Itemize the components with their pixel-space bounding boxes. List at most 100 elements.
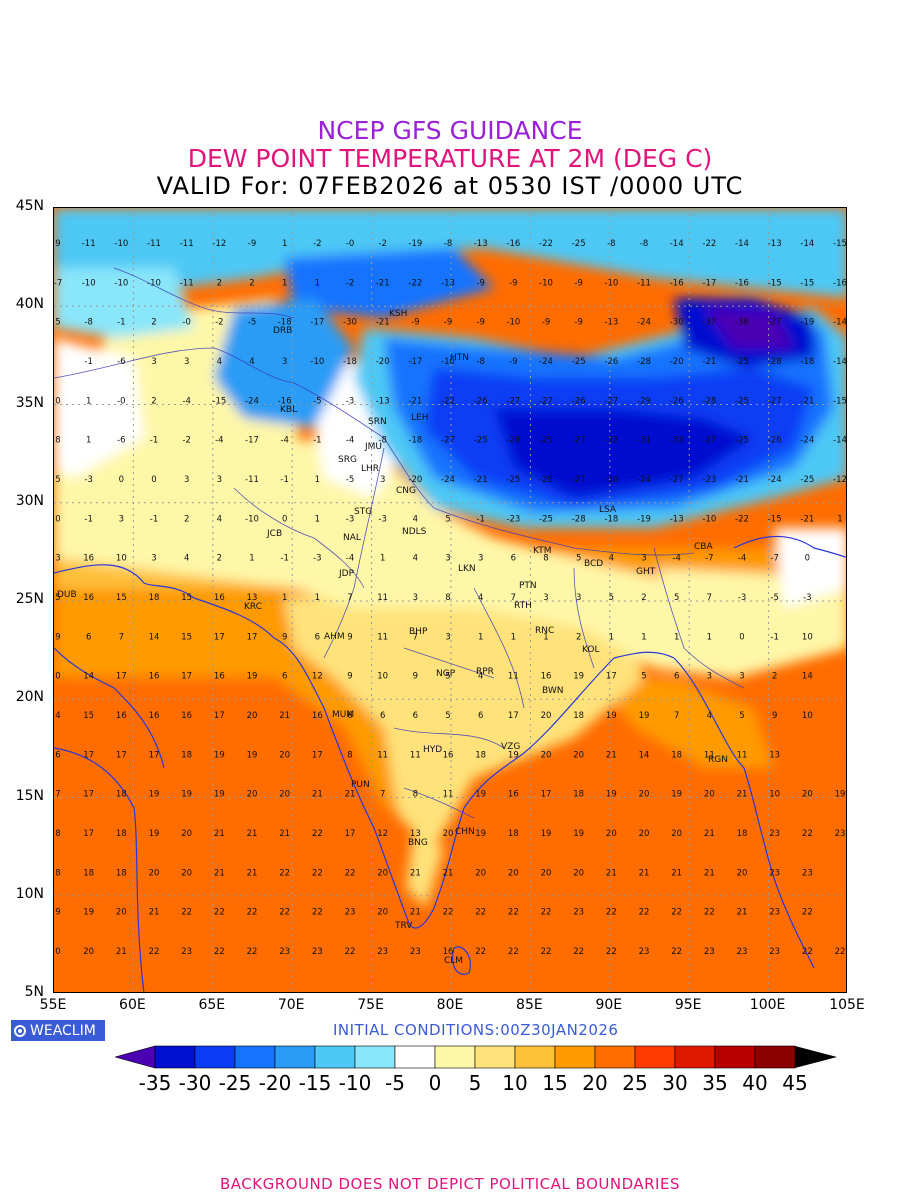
grid-value: -10 xyxy=(702,514,716,524)
city-label: HTN xyxy=(450,353,469,363)
grid-value: 19 xyxy=(606,790,617,800)
grid-value: -28 xyxy=(702,396,716,406)
grid-value: 11 xyxy=(508,672,519,682)
grid-value: -22 xyxy=(441,396,455,406)
grid-value: -25 xyxy=(572,239,586,249)
grid-value: 16 xyxy=(149,711,160,721)
grid-value: 16 xyxy=(83,554,94,564)
grid-value: 20 xyxy=(116,908,127,918)
lon-label: 75E xyxy=(357,997,384,1013)
grid-value: -9 xyxy=(574,278,582,288)
grid-value: 19 xyxy=(247,672,258,682)
colorbar-swatch xyxy=(354,1045,396,1069)
grid-value: -13 xyxy=(670,514,684,524)
grid-value: 5 xyxy=(445,514,450,524)
grid-value: 21 xyxy=(214,868,225,878)
grid-value: 19 xyxy=(508,750,519,760)
grid-value: -1 xyxy=(117,318,125,328)
lat-label: 20N xyxy=(15,689,44,706)
lon-label: 85E xyxy=(516,997,543,1013)
grid-value: -14 xyxy=(800,239,814,249)
grid-value: 16 xyxy=(312,711,323,721)
colorbar-swatch xyxy=(394,1045,436,1069)
grid-value: 3 xyxy=(282,357,287,367)
grid-value: 3 xyxy=(184,475,189,485)
grid-value: -18 xyxy=(343,357,357,367)
lon-label: 80E xyxy=(436,997,464,1013)
weaclim-logo: WEACLIM xyxy=(11,1020,105,1041)
grid-value: -11 xyxy=(180,278,194,288)
city-label: AHM xyxy=(324,632,345,642)
grid-value: -16 xyxy=(670,278,684,288)
grid-value: -22 xyxy=(702,239,716,249)
grid-value: -27 xyxy=(768,318,782,328)
grid-value: -27 xyxy=(506,396,520,406)
grid-value: 0 xyxy=(739,632,744,642)
grid-value: 22 xyxy=(541,947,552,957)
grid-value: -11 xyxy=(637,278,651,288)
grid-value: -8 xyxy=(607,239,615,249)
grid-value: 22 xyxy=(802,947,813,957)
grid-value: 6 xyxy=(315,632,320,642)
grid-value: 21 xyxy=(279,829,290,839)
grid-value: 5 xyxy=(641,672,646,682)
logo-ring-icon xyxy=(14,1024,26,1037)
grid-value: 5 xyxy=(55,593,60,603)
grid-value: 0 xyxy=(119,475,124,485)
grid-value: 22 xyxy=(312,908,323,918)
grid-value: 6 xyxy=(55,750,60,760)
city-label: NDLS xyxy=(402,527,427,537)
grid-value: 23 xyxy=(802,868,813,878)
grid-value: 22 xyxy=(508,908,519,918)
grid-value: 9 xyxy=(347,632,352,642)
grid-value: -20 xyxy=(376,357,390,367)
grid-value: 21 xyxy=(606,868,617,878)
grid-value: 22 xyxy=(312,868,323,878)
city-label: RNC xyxy=(535,626,554,636)
grid-value: -2 xyxy=(215,318,223,328)
grid-value: 10 xyxy=(377,672,388,682)
grid-value: 13 xyxy=(247,593,258,603)
city-label: PUN xyxy=(351,780,370,790)
grid-value: -14 xyxy=(670,239,684,249)
grid-value: -9 xyxy=(542,318,550,328)
grid-value: 3 xyxy=(543,593,548,603)
grid-value: 3 xyxy=(55,554,60,564)
title-valid-time: VALID For: 07FEB2026 at 0530 IST /0000 U… xyxy=(156,172,744,200)
grid-value: 1 xyxy=(380,554,385,564)
grid-value: 19 xyxy=(606,711,617,721)
grid-value: 16 xyxy=(443,947,454,957)
grid-value: -26 xyxy=(670,396,684,406)
grid-value: -10 xyxy=(114,239,128,249)
grid-value: -4 xyxy=(346,554,354,564)
colorbar-label: 5 xyxy=(468,1071,482,1095)
grid-value: -7 xyxy=(705,554,713,564)
grid-value: 1 xyxy=(315,514,320,524)
grid-value: -1 xyxy=(313,436,321,446)
grid-value: -19 xyxy=(637,514,651,524)
colorbar-swatch xyxy=(674,1045,716,1069)
lon-label: 100E xyxy=(749,997,786,1013)
grid-value: -25 xyxy=(735,436,749,446)
grid-value: -8 xyxy=(84,318,92,328)
grid-value: 1 xyxy=(282,239,287,249)
grid-value: 18 xyxy=(573,711,584,721)
grid-value: 1 xyxy=(86,396,91,406)
grid-value: -1 xyxy=(280,554,288,564)
grid-value: -30 xyxy=(604,475,618,485)
grid-value: 19 xyxy=(149,829,160,839)
lon-label: 65E xyxy=(198,997,226,1013)
grid-value: 22 xyxy=(475,908,486,918)
grid-value: 17 xyxy=(83,790,94,800)
grid-value: 21 xyxy=(312,790,323,800)
grid-value: -2 xyxy=(346,278,354,288)
grid-value: 22 xyxy=(802,908,813,918)
grid-value: -28 xyxy=(572,514,586,524)
grid-value: -16 xyxy=(506,239,520,249)
title-model: NCEP GFS GUIDANCE xyxy=(317,116,583,145)
grid-value: 7 xyxy=(119,632,124,642)
grid-value: -1 xyxy=(770,632,778,642)
grid-value: -21 xyxy=(800,396,814,406)
grid-value: -33 xyxy=(670,436,684,446)
grid-value: -38 xyxy=(735,318,749,328)
